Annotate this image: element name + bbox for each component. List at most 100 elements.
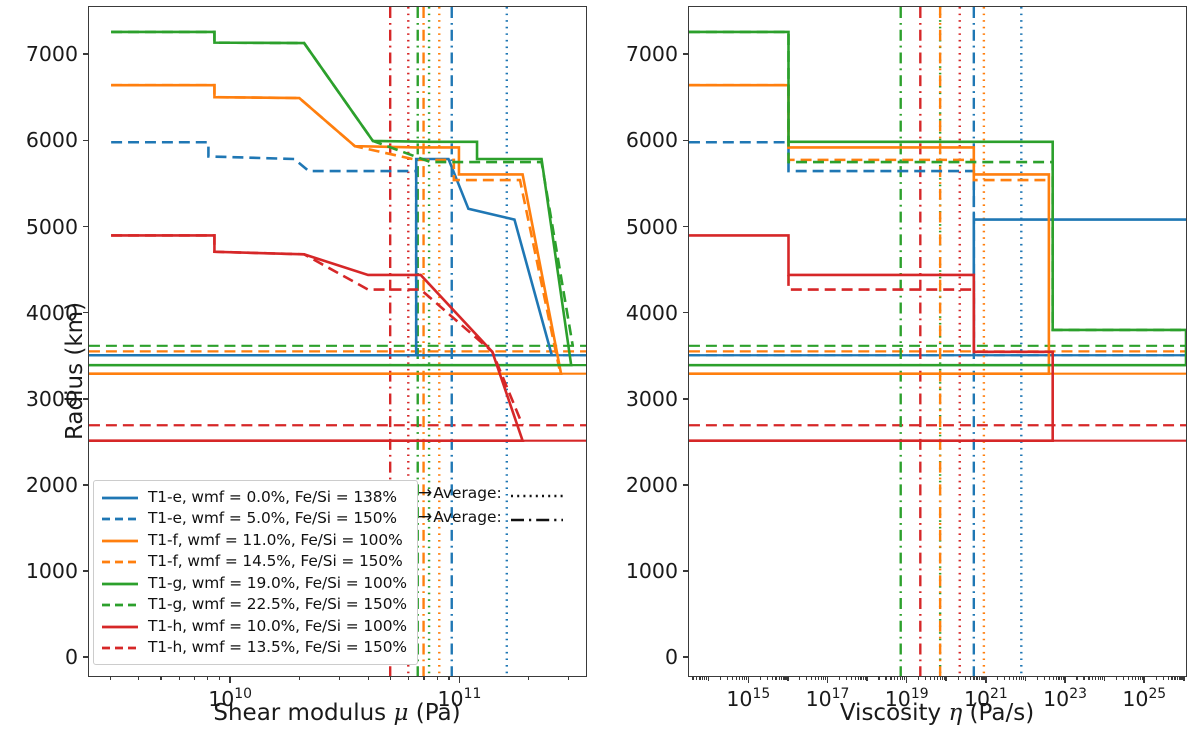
right-x-tick-minor (924, 677, 927, 681)
legend-swatch (101, 511, 139, 525)
right-x-tick-minor (731, 677, 734, 681)
right-y-tick (683, 139, 688, 142)
legend-item-label: T1-e, wmf = 0.0%, Fe/Si = 138% (148, 487, 397, 506)
legend-item[interactable]: T1-g, wmf = 22.5%, Fe/Si = 150% (101, 594, 410, 616)
legend-line-sample (102, 539, 138, 543)
right-x-tick-minor (1036, 677, 1038, 681)
right-x-tick-minor (745, 677, 748, 681)
left-x-tick-minor (138, 677, 140, 681)
arrow-right-icon: → (418, 506, 433, 527)
right-x-tick-minor (1016, 677, 1018, 681)
left-y-tick (83, 225, 88, 228)
right-x-tick-minor (799, 677, 801, 681)
right-x-tick-minor (1052, 677, 1054, 681)
legend-item[interactable]: T1-e, wmf = 0.0%, Fe/Si = 138% (101, 486, 410, 508)
left-x-tick-major (229, 677, 231, 683)
right-x-tick-minor (1048, 677, 1050, 681)
legend-item-label: T1-h, wmf = 10.0%, Fe/Si = 100% (148, 616, 407, 635)
right-x-tick-minor (1137, 677, 1139, 681)
average-legend-item[interactable]: → Average: (418, 481, 588, 505)
right-y-tick-label: 1000 (625, 559, 678, 584)
left-x-tick-minor (527, 677, 530, 681)
right-x-tick-minor (1102, 677, 1104, 681)
right-x-tick-minor (735, 677, 737, 681)
left-x-axis-title: Shear modulus μ (Pa) (213, 700, 461, 726)
average-legend: → Average: → Average: (418, 481, 588, 529)
right-x-tick-minor (885, 677, 887, 681)
right-x-tick-major (985, 677, 987, 683)
right-y-tick-label: 0 (664, 645, 678, 670)
right-x-tick-minor (814, 677, 817, 681)
legend-swatch (101, 576, 139, 590)
legend-item-label: T1-g, wmf = 22.5%, Fe/Si = 150% (148, 595, 407, 614)
right-x-tick-label: 1023 (1043, 686, 1087, 711)
series-path (689, 234, 1054, 442)
right-plot-axes (688, 6, 1187, 677)
legend-item[interactable]: T1-g, wmf = 19.0%, Fe/Si = 100% (101, 572, 410, 594)
right-y-tick-label: 6000 (625, 128, 678, 153)
right-x-tick-minor (704, 677, 706, 681)
right-x-tick-minor (1100, 677, 1102, 681)
right-x-tick-minor (692, 677, 694, 681)
right-x-tick-label: 1017 (805, 686, 850, 711)
right-x-tick-minor (1009, 677, 1011, 681)
right-x-tick-label: 1015 (726, 686, 771, 711)
legend-swatch (101, 640, 139, 654)
series-path (111, 83, 561, 369)
right-y-tick-label: 4000 (625, 300, 678, 325)
legend-item[interactable]: T1-f, wmf = 14.5%, Fe/Si = 150% (101, 551, 410, 573)
right-y-tick (683, 397, 688, 400)
right-x-tick-minor (1095, 677, 1097, 681)
right-x-tick-minor (894, 677, 896, 681)
right-x-tick-minor (1139, 677, 1142, 681)
right-x-tick-minor (976, 677, 978, 681)
left-x-tick-minor (423, 677, 425, 681)
right-y-tick (683, 570, 688, 572)
right-x-tick-minor (823, 677, 825, 681)
right-x-tick-minor (820, 677, 822, 681)
right-x-tick-major (1143, 677, 1146, 683)
legend-item-label: T1-f, wmf = 11.0%, Fe/Si = 100% (148, 530, 403, 549)
legend-item[interactable]: T1-h, wmf = 10.0%, Fe/Si = 100% (101, 615, 410, 637)
right-x-tick-minor (783, 677, 785, 681)
legend-item-label: T1-e, wmf = 5.0%, Fe/Si = 150% (148, 509, 397, 528)
right-x-tick-minor (759, 677, 761, 681)
right-x-tick-minor (897, 677, 899, 681)
series-path (689, 30, 1186, 332)
legend-item[interactable]: T1-h, wmf = 13.5%, Fe/Si = 150% (101, 637, 410, 659)
right-x-tick-minor (890, 677, 892, 681)
left-x-tick-minor (367, 677, 369, 681)
legend-line-sample (102, 625, 138, 629)
left-x-tick-minor (207, 677, 209, 681)
right-x-axis-title: Viscosity η (Pa/s) (839, 700, 1035, 726)
series-path (689, 83, 1049, 182)
right-x-tick-minor (1021, 677, 1023, 681)
legend-item[interactable]: T1-f, wmf = 11.0%, Fe/Si = 100% (101, 529, 410, 551)
right-x-tick-minor (1076, 677, 1078, 681)
legend-swatch (101, 533, 139, 547)
right-x-tick-minor (778, 677, 780, 681)
right-x-tick-minor (1115, 677, 1118, 681)
right-x-tick-minor (983, 677, 985, 681)
left-x-tick-minor (194, 677, 196, 681)
legend-line-sample (510, 518, 563, 522)
right-x-tick-minor (1062, 677, 1064, 681)
left-x-tick-minor (568, 677, 570, 681)
right-x-tick-minor (1088, 677, 1090, 681)
average-legend-label: Average: (433, 508, 502, 526)
right-x-tick-minor (707, 677, 710, 681)
left-y-tick-label: 2000 (25, 472, 78, 497)
right-x-tick-minor (939, 677, 941, 681)
left-y-tick (83, 484, 88, 486)
right-x-tick-minor (1058, 677, 1060, 681)
left-y-tick-label: 5000 (25, 214, 78, 239)
left-x-tick-minor (448, 677, 450, 681)
right-x-tick-label: 1021 (963, 686, 1008, 711)
left-x-tick-major (458, 677, 461, 683)
left-y-tick-label: 1000 (25, 559, 78, 584)
legend-item[interactable]: T1-e, wmf = 5.0%, Fe/Si = 150% (101, 508, 410, 530)
average-legend-item[interactable]: → Average: (418, 505, 588, 529)
right-x-tick-minor (738, 677, 741, 681)
left-plot-clip (89, 7, 586, 676)
